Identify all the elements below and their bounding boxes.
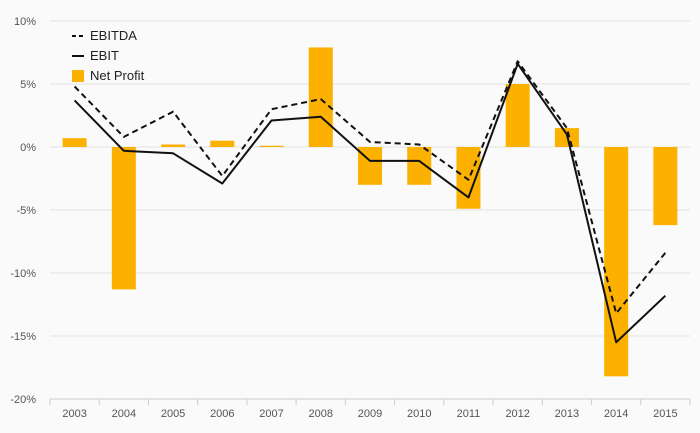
net-profit-bar-2006 — [210, 140, 235, 147]
net-profit-bar-2004 — [111, 147, 136, 290]
y-tick-label: 0% — [20, 142, 36, 154]
x-tick-label: 2005 — [161, 408, 185, 420]
legend-ebitda-label: EBITDA — [90, 28, 137, 43]
x-tick-label: 2006 — [210, 408, 234, 420]
y-tick-label: -15% — [10, 331, 36, 343]
x-tick-label: 2008 — [309, 408, 333, 420]
net-profit-bar-2015 — [653, 147, 678, 226]
x-tick-label: 2015 — [653, 408, 677, 420]
ebit-line — [73, 62, 667, 344]
legend-net-profit-label: Net Profit — [90, 68, 145, 83]
net-profit-bar-2008 — [308, 47, 333, 147]
y-tick-label: -10% — [10, 268, 36, 280]
legend-ebit-label: EBIT — [90, 48, 119, 63]
net-profit-bar-2011 — [456, 147, 481, 209]
y-axis-ticks: 10% 5% 0% -5% -10% -15% -20% — [10, 16, 36, 406]
x-tick-label: 2003 — [62, 408, 86, 420]
x-tick-label: 2014 — [604, 408, 628, 420]
net-profit-bar-2005 — [161, 144, 186, 147]
x-tick-label: 2009 — [358, 408, 382, 420]
x-tick-label: 2004 — [112, 408, 136, 420]
legend: EBITDA EBIT Net Profit — [72, 28, 145, 83]
y-tick-label: -20% — [10, 394, 36, 406]
line-series — [73, 60, 667, 344]
x-axis: 2003 2004 2005 2006 2007 2008 2009 2010 2011 2012… — [49, 398, 691, 420]
y-tick-label: 10% — [14, 16, 36, 28]
y-tick-label: -5% — [16, 205, 36, 217]
net-profit-bar-2007 — [259, 145, 284, 147]
x-tick-label: 2010 — [407, 408, 431, 420]
net-profit-bar-2003 — [62, 138, 87, 147]
x-tick-label: 2013 — [555, 408, 579, 420]
x-tick-label: 2007 — [259, 408, 283, 420]
ebitda-line — [73, 60, 667, 315]
y-tick-label: 5% — [20, 79, 36, 91]
net-profit-bar-2012 — [505, 84, 530, 147]
x-tick-label: 2012 — [505, 408, 529, 420]
legend-net-profit-swatch — [72, 70, 84, 82]
x-tick-label: 2011 — [457, 408, 481, 420]
